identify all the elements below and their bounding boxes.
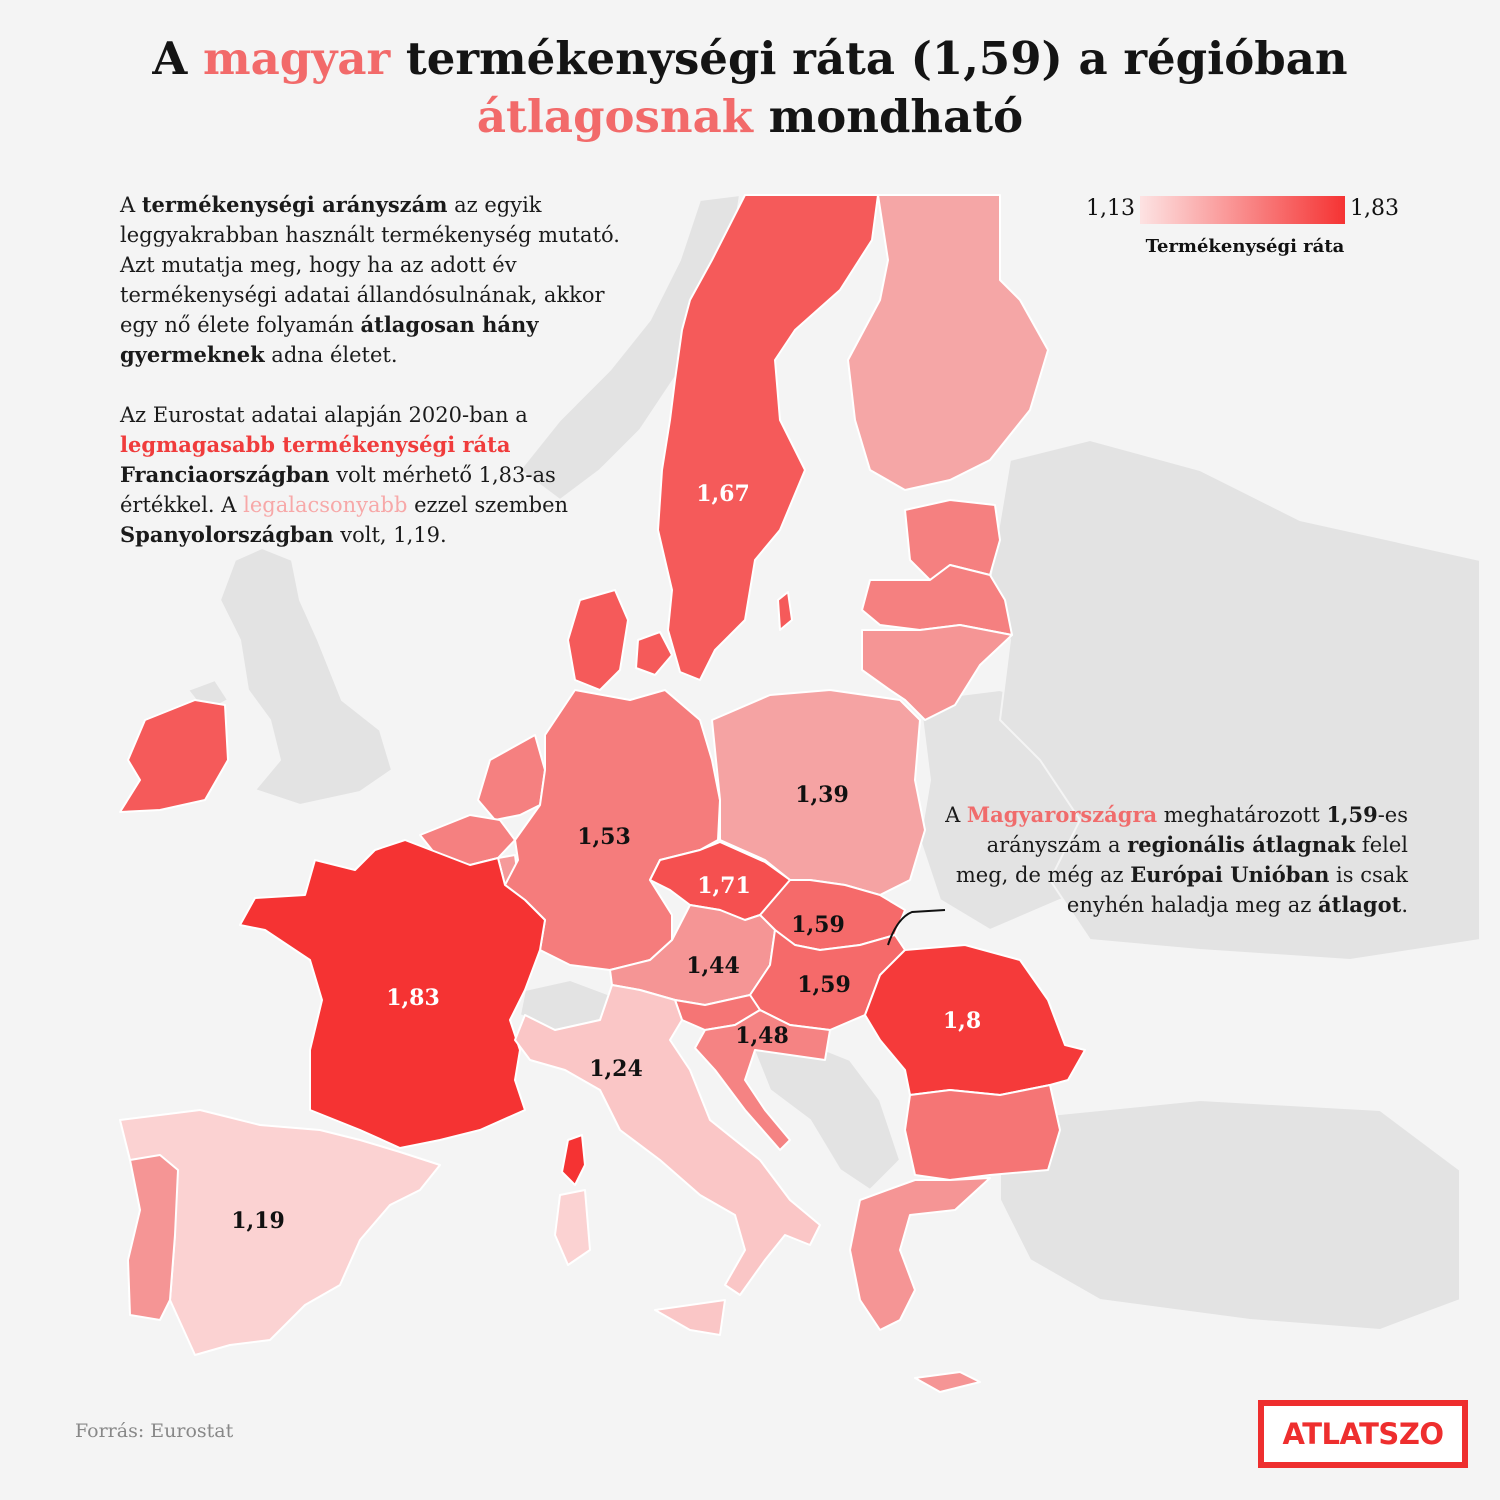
emphasis-text: átlagosan hány gyermeknek [120, 312, 539, 367]
legend-title: Termékenységi ráta [1145, 236, 1345, 257]
non-member-land [186, 193, 1481, 1332]
country-value-labels: 1,83 1,8 1,71 1,67 1,59 1,59 1,53 1,48 1… [231, 481, 981, 1234]
country-lithuania [861, 624, 1013, 721]
country-croatia [694, 1009, 831, 1151]
value-label-hungary: 1,59 [797, 972, 851, 998]
body-text: az egyik leggyakrabban használt terméken… [120, 193, 620, 337]
turkey [999, 1098, 1461, 1332]
great-britain [218, 546, 394, 807]
emphasis-text: Franciaországban [120, 462, 330, 487]
value-label-italy: 1,24 [589, 1056, 643, 1082]
emphasis-text: 1,59 [1326, 802, 1378, 827]
country-poland [711, 689, 926, 896]
body-text: adna életet. [264, 343, 398, 367]
legend-min-label: 1,13 [1086, 196, 1135, 221]
title-highlight-magyar: magyar [203, 32, 391, 85]
intro-paragraph-2: Az Eurostat adatai alapján 2020-ban a le… [120, 400, 620, 550]
body-text: Az Eurostat adatai alapján 2020-ban a [120, 403, 528, 427]
value-label-sweden: 1,67 [696, 481, 750, 507]
intro-text: A termékenységi arányszám az egyik leggy… [120, 190, 620, 580]
country-sardinia [554, 1189, 591, 1266]
emphasis-text: legmagasabb termékenységi ráta [120, 432, 511, 457]
country-italy [514, 984, 821, 1296]
title-text: termékenységi ráta (1,59) a régióban [390, 32, 1348, 85]
emphasis-text: Spanyolországban [120, 522, 334, 547]
country-latvia [861, 564, 1013, 636]
color-legend: 1,13 1,83 Termékenységi ráta [1080, 194, 1420, 264]
value-label-france: 1,83 [386, 985, 440, 1011]
value-label-romania: 1,8 [943, 1008, 981, 1034]
country-sweden [657, 194, 879, 681]
logo-text: ATLATSZO [1282, 1417, 1445, 1451]
body-text: ezzel szemben [407, 493, 569, 517]
source-note: Forrás: Eurostat [75, 1420, 234, 1442]
page-title: A magyar termékenységi ráta (1,59) a rég… [0, 30, 1500, 146]
russia-east [988, 438, 1481, 962]
country-gotland [777, 591, 793, 631]
atlatszo-logo: ATLATSZO [1258, 1400, 1468, 1468]
country-corsica [561, 1134, 586, 1186]
value-label-austria: 1,44 [686, 953, 740, 979]
emphasis-text: legalacsonyabb [243, 493, 408, 517]
hungary-callout-line [887, 909, 946, 946]
country-france [239, 839, 546, 1149]
country-zealand [635, 631, 673, 676]
country-sicily [654, 1299, 726, 1336]
value-label-poland: 1,39 [795, 782, 849, 808]
body-text: . [1401, 893, 1408, 917]
value-label-germany: 1,53 [577, 824, 631, 850]
country-crete [914, 1371, 981, 1393]
western-balkans [748, 1039, 902, 1192]
body-text: meghatározott [1157, 803, 1327, 827]
country-bulgaria [904, 1084, 1061, 1181]
value-label-slovakia: 1,59 [791, 912, 845, 938]
body-text: is csak enyhén haladja meg az [1066, 863, 1408, 917]
emphasis-text: Európai Unióban [1130, 862, 1330, 887]
title-line-2: átlagosnak mondható [0, 88, 1500, 146]
body-text: -es arányszám a [986, 803, 1408, 857]
country-finland [847, 194, 1049, 491]
hungary-note: A Magyarországra meghatározott 1,59-es a… [938, 800, 1408, 920]
title-text: A [152, 32, 203, 85]
intro-paragraph-1: A termékenységi arányszám az egyik leggy… [120, 190, 620, 370]
body-text: volt, 1,19. [333, 523, 447, 547]
country-greece [849, 1177, 991, 1331]
title-line-1: A magyar termékenységi ráta (1,59) a rég… [0, 30, 1500, 88]
country-denmark [567, 589, 629, 691]
emphasis-text: átlagot [1318, 892, 1402, 917]
emphasis-text: termékenységi arányszám [141, 192, 448, 217]
value-label-czechia: 1,71 [697, 873, 751, 899]
emphasis-text: regionális átlagnak [1127, 832, 1356, 857]
country-ireland [119, 699, 229, 813]
emphasis-text: Magyarországra [966, 802, 1158, 827]
title-highlight-atlagosnak: átlagosnak [476, 90, 753, 143]
body-text: A [120, 193, 142, 217]
legend-max-label: 1,83 [1350, 196, 1399, 221]
country-netherlands [477, 734, 546, 821]
body-text: A [945, 803, 967, 827]
title-text: mondható [752, 90, 1024, 143]
value-label-spain: 1,19 [231, 1208, 285, 1234]
body-text: felel meg, de még az [955, 833, 1408, 887]
legend-gradient-bar [1140, 196, 1345, 224]
country-portugal [127, 1154, 179, 1321]
value-label-croatia: 1,48 [735, 1023, 789, 1049]
body-text: volt mérhető 1,83-as értékkel. A [120, 463, 556, 517]
